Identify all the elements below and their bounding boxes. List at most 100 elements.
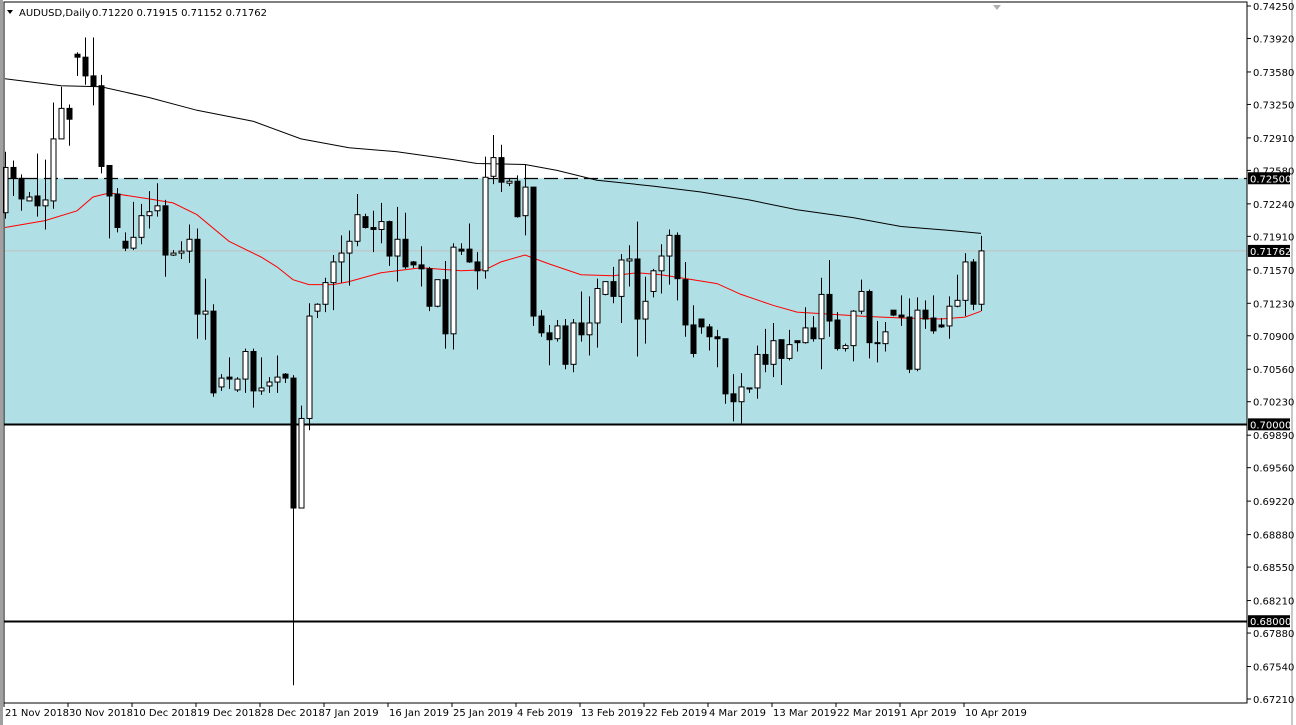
bullish-candle bbox=[802, 307, 809, 344]
y-tick-label: 0.72910 bbox=[1253, 134, 1294, 145]
price-tag-label: 0.71762 bbox=[1250, 247, 1291, 258]
bearish-candle bbox=[690, 305, 697, 358]
bullish-candle bbox=[242, 348, 249, 393]
bullish-candle bbox=[658, 244, 665, 294]
candle-body bbox=[58, 107, 65, 140]
candle-body bbox=[898, 314, 905, 318]
ohlc-readout: 0.71220 0.71915 0.71152 0.71762 bbox=[92, 8, 267, 19]
candle-body bbox=[610, 281, 617, 297]
candle-body bbox=[522, 186, 529, 217]
y-tick-label: 0.67540 bbox=[1253, 663, 1294, 674]
bearish-candle bbox=[546, 324, 553, 366]
bullish-candle bbox=[642, 276, 649, 344]
bearish-candle bbox=[890, 309, 897, 317]
candle-body bbox=[954, 299, 961, 307]
bullish-candle bbox=[554, 320, 561, 342]
candle-body bbox=[474, 261, 481, 272]
price-tag-label: 0.72500 bbox=[1250, 174, 1291, 185]
y-tick-label: 0.69220 bbox=[1253, 497, 1294, 508]
candle-body bbox=[570, 322, 577, 365]
candle-body bbox=[266, 381, 273, 387]
bullish-candle bbox=[490, 134, 497, 185]
candle-body bbox=[218, 377, 225, 388]
candle-body bbox=[154, 205, 161, 212]
scroll-shift-marker-icon[interactable] bbox=[993, 5, 1001, 10]
candle-body bbox=[194, 238, 201, 315]
candle-body bbox=[810, 327, 817, 340]
candle-body bbox=[66, 107, 73, 120]
bullish-candle bbox=[914, 297, 921, 372]
price-tag-background bbox=[1248, 172, 1290, 185]
candle-body bbox=[346, 240, 353, 254]
candle-body bbox=[546, 332, 553, 341]
candle-body bbox=[130, 236, 137, 249]
x-tick-label: 10 Dec 2018 bbox=[133, 708, 197, 719]
bearish-candle bbox=[906, 298, 913, 374]
y-tick-label: 0.67880 bbox=[1253, 629, 1294, 640]
bearish-candle bbox=[898, 295, 905, 326]
bullish-candle bbox=[626, 245, 633, 287]
candle-body bbox=[706, 326, 713, 338]
bullish-candle bbox=[306, 303, 313, 431]
bearish-candle bbox=[578, 291, 585, 342]
candle-body bbox=[506, 180, 513, 184]
bullish-candle bbox=[978, 235, 985, 311]
bearish-candle bbox=[386, 220, 393, 266]
bullish-candle bbox=[178, 241, 185, 259]
bearish-candle bbox=[98, 74, 105, 174]
candle-body bbox=[234, 378, 241, 391]
bearish-candle bbox=[826, 259, 833, 337]
bearish-candle bbox=[194, 228, 201, 339]
y-tick-label: 0.69560 bbox=[1253, 464, 1294, 475]
bearish-candle bbox=[162, 199, 169, 277]
chart-header: AUDUSD,Daily 0.71220 0.71915 0.71152 0.7… bbox=[7, 8, 267, 19]
x-tick-label: 13 Feb 2019 bbox=[581, 708, 643, 719]
candle-body bbox=[834, 319, 841, 350]
y-tick-label: 0.73920 bbox=[1253, 34, 1294, 45]
x-tick-label: 22 Feb 2019 bbox=[645, 708, 707, 719]
candle-body bbox=[370, 226, 377, 230]
candle-body bbox=[210, 310, 217, 394]
bearish-candle bbox=[458, 243, 465, 256]
x-tick-label: 4 Mar 2019 bbox=[709, 708, 766, 719]
bearish-candle bbox=[402, 212, 409, 269]
candle-body bbox=[426, 268, 433, 307]
collapse-triangle-icon[interactable] bbox=[7, 10, 13, 14]
candle-body bbox=[322, 282, 329, 305]
bullish-candle bbox=[434, 279, 441, 308]
candle-body bbox=[122, 240, 129, 249]
bearish-candle bbox=[426, 266, 433, 312]
bullish-candle bbox=[738, 373, 745, 424]
y-tick-label: 0.71570 bbox=[1253, 266, 1294, 277]
candle-body bbox=[738, 386, 745, 403]
bullish-candle bbox=[354, 194, 361, 247]
candle-body bbox=[258, 387, 265, 392]
bullish-candle bbox=[146, 191, 153, 229]
candle-body bbox=[586, 322, 593, 336]
y-tick-label: 0.70560 bbox=[1253, 365, 1294, 376]
bullish-candle bbox=[786, 329, 793, 361]
bullish-candle bbox=[450, 243, 457, 350]
candle-body bbox=[178, 250, 185, 254]
candle-body bbox=[50, 138, 57, 202]
bearish-candle bbox=[34, 153, 41, 217]
bullish-candle bbox=[138, 203, 145, 245]
bullish-candle bbox=[586, 296, 593, 356]
candle-body bbox=[74, 53, 81, 58]
candle-body bbox=[146, 211, 153, 217]
candle-body bbox=[890, 309, 897, 316]
candle-body bbox=[282, 373, 289, 379]
bearish-candle bbox=[106, 164, 113, 239]
bullish-candle bbox=[186, 224, 193, 263]
bullish-candle bbox=[26, 192, 33, 202]
bearish-candle bbox=[114, 188, 121, 233]
bullish-candle bbox=[594, 278, 601, 348]
bearish-candle bbox=[466, 223, 473, 263]
y-tick-label: 0.70900 bbox=[1253, 332, 1294, 343]
bullish-candle bbox=[258, 357, 265, 395]
bearish-candle bbox=[722, 338, 729, 404]
candle-body bbox=[674, 234, 681, 280]
candle-body bbox=[642, 300, 649, 320]
